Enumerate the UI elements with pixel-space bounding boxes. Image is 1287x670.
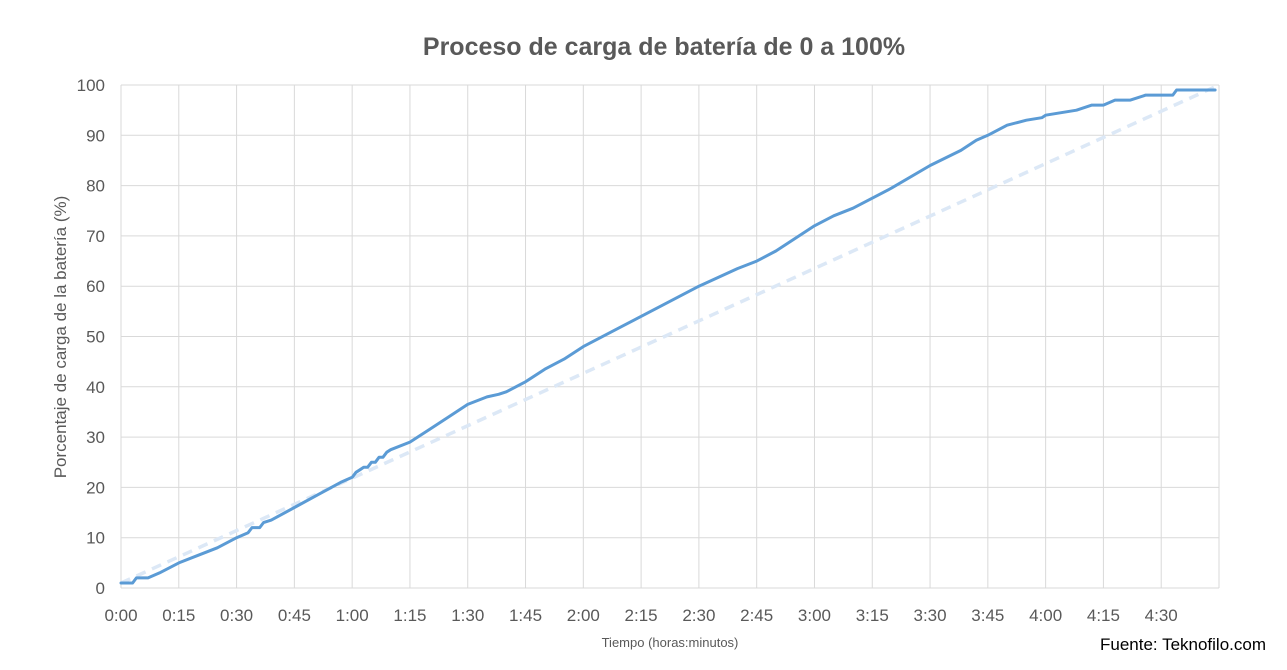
y-tick-label: 20 [86,478,105,497]
x-tick-label: 4:30 [1145,606,1178,625]
y-tick-label: 10 [86,529,105,548]
y-tick-label: 90 [86,126,105,145]
x-tick-label: 2:45 [740,606,773,625]
charge-line [119,88,1217,585]
source-credit: Fuente: Teknofilo.com [1100,635,1266,654]
y-axis-label: Porcentaje de carga de la batería (%) [51,196,70,479]
x-tick-label: 1:00 [336,606,369,625]
y-tick-label: 70 [86,227,105,246]
x-tick-label: 4:00 [1029,606,1062,625]
x-axis-label: Tiempo (horas:minutos) [602,635,739,650]
y-tick-label: 0 [96,579,105,598]
y-tick-label: 80 [86,177,105,196]
x-tick-label: 3:45 [971,606,1004,625]
x-tick-label: 0:30 [220,606,253,625]
grid [120,84,1220,589]
x-tick-label: 1:30 [451,606,484,625]
reference-line [120,83,1220,585]
x-tick-label: 3:15 [856,606,889,625]
y-tick-label: 100 [77,76,105,95]
x-tick-label: 4:15 [1087,606,1120,625]
x-tick-label: 2:30 [682,606,715,625]
x-tick-label: 3:30 [914,606,947,625]
chart-title: Proceso de carga de batería de 0 a 100% [423,33,905,61]
y-tick-label: 50 [86,328,105,347]
tick-labels: 0 10 20 30 40 50 60 70 80 90 100 0:00 0:15 0:30 0:45 1:… [77,76,1178,625]
x-tick-label: 2:15 [625,606,658,625]
y-tick-label: 60 [86,277,105,296]
x-tick-label: 3:00 [798,606,831,625]
series-layer [119,83,1220,585]
x-tick-label: 0:15 [162,606,195,625]
y-tick-label: 30 [86,428,105,447]
x-tick-label: 2:00 [567,606,600,625]
x-tick-label: 0:00 [104,606,137,625]
x-tick-label: 0:45 [278,606,311,625]
y-tick-label: 40 [86,378,105,397]
x-tick-label: 1:15 [393,606,426,625]
x-tick-label: 1:45 [509,606,542,625]
